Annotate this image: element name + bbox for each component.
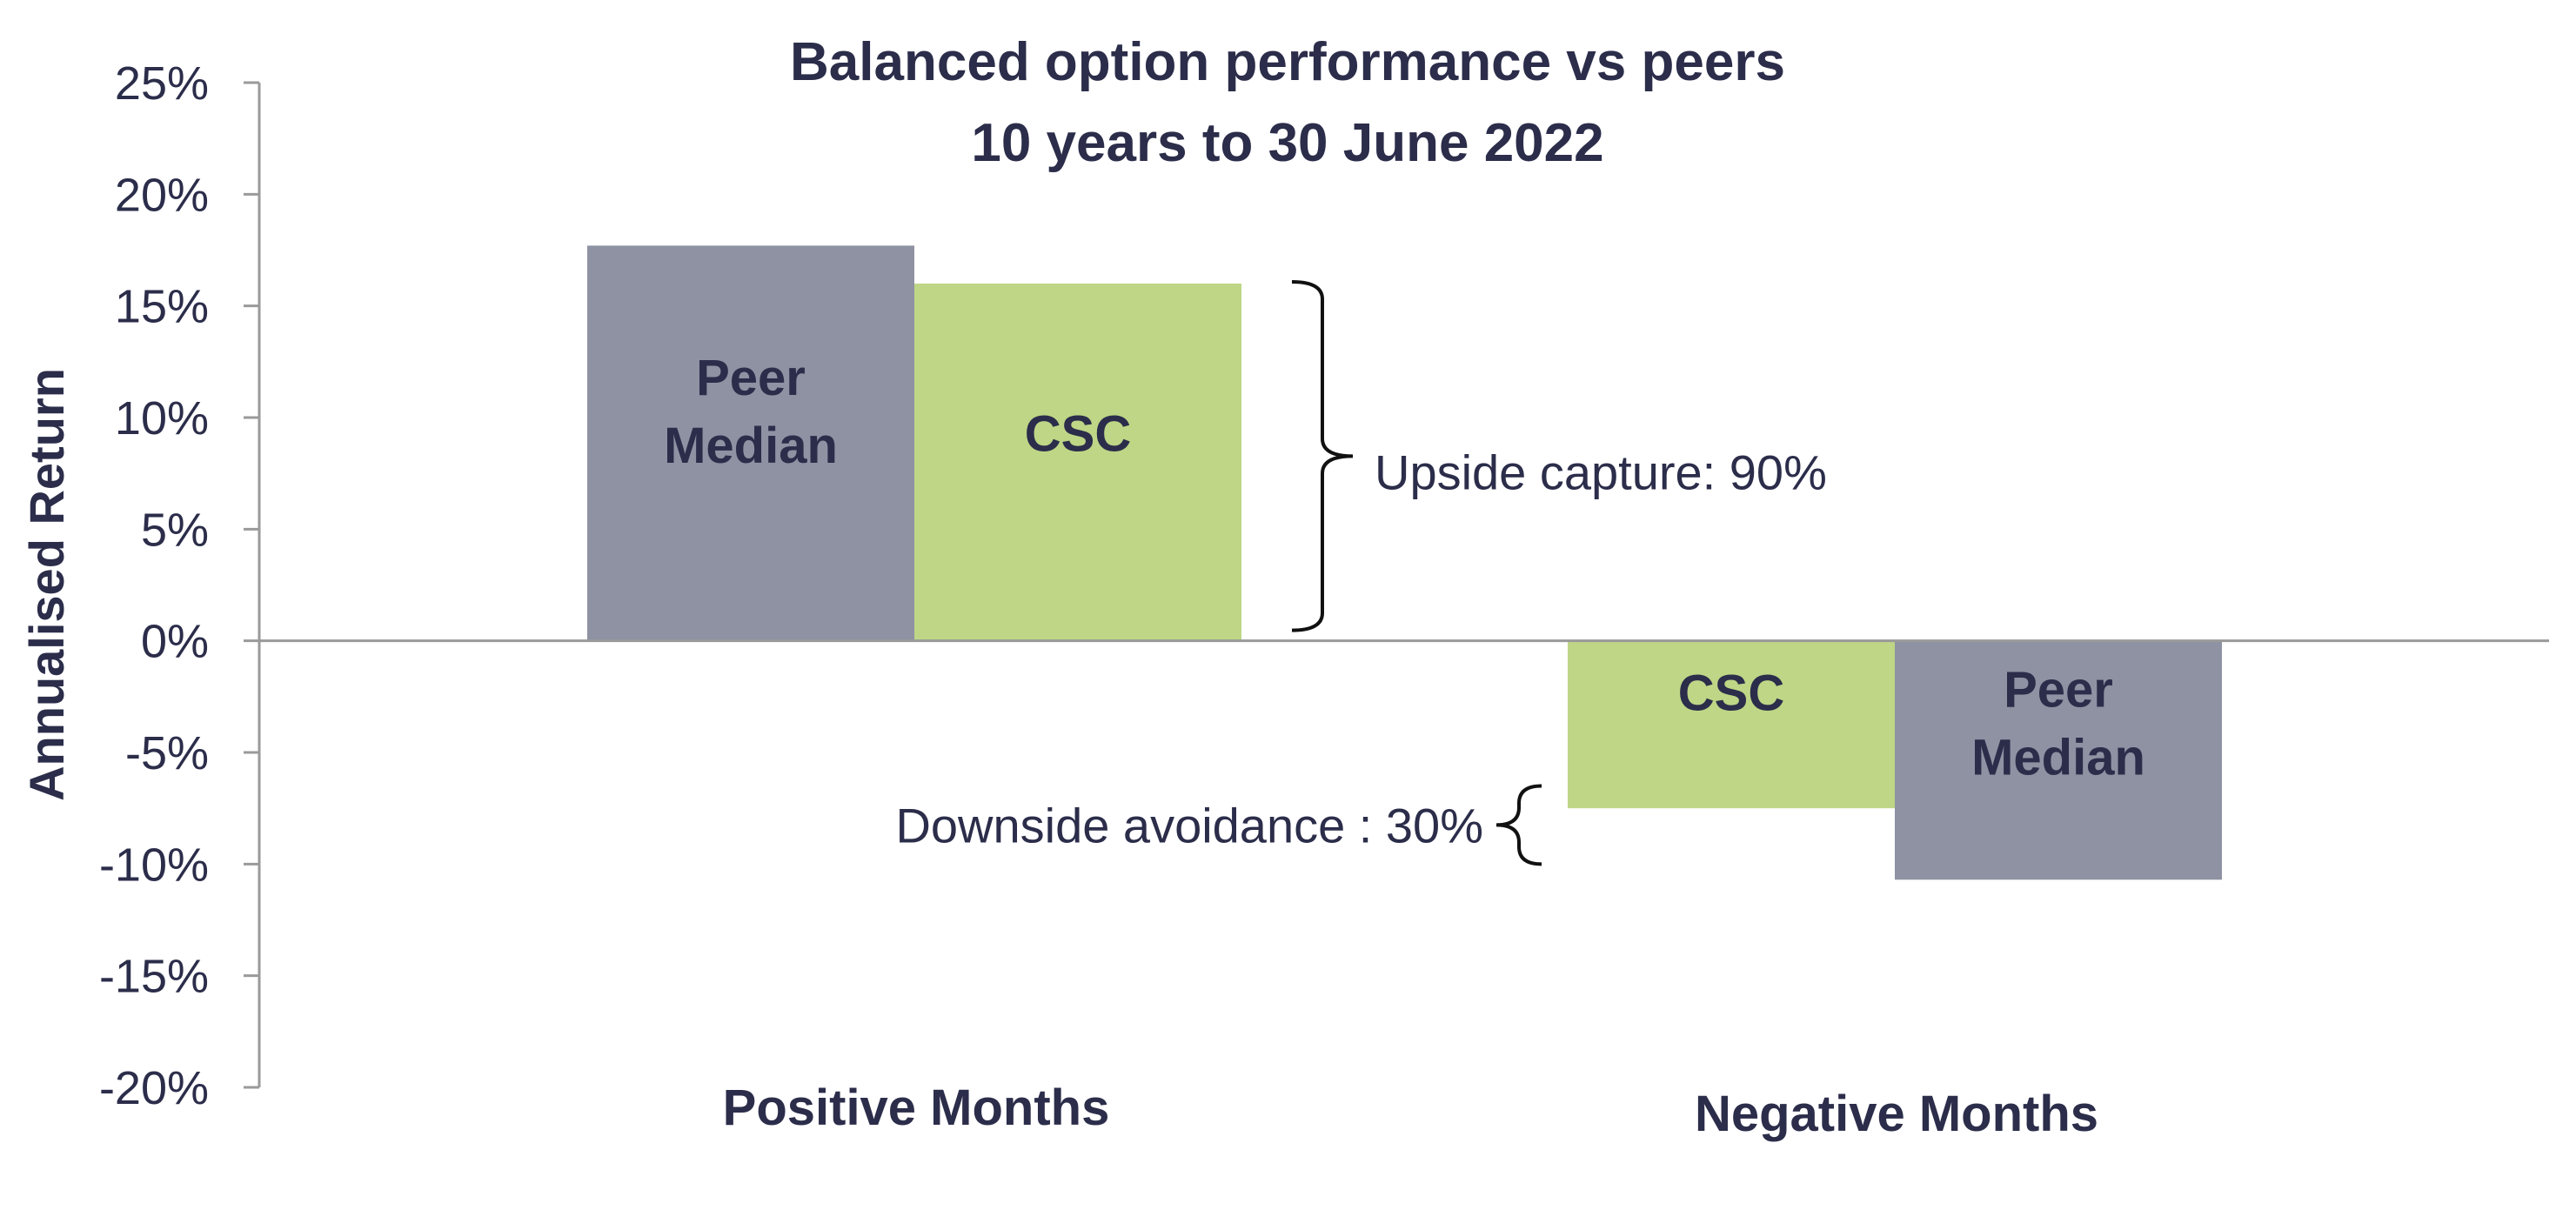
y-tick-label: -5% — [125, 727, 209, 779]
y-tick-label: 0% — [141, 616, 209, 668]
annotation-downside: Downside avoidance : 30% — [895, 798, 1483, 852]
bar-label: Median — [1971, 730, 2145, 786]
plot-area: 25% 20% 15% 10% 5% 0% -5% -10% -15% -20% Peer Media… — [99, 57, 2549, 1142]
bar-label: Peer — [2004, 662, 2113, 719]
y-tick-label: 10% — [115, 392, 209, 445]
y-tick-label: 25% — [115, 57, 209, 110]
bar-label: CSC — [1678, 665, 1784, 722]
bar-csc — [914, 284, 1241, 641]
bar-label: CSC — [1025, 405, 1131, 462]
y-tick-label: 20% — [115, 169, 209, 221]
category-label: Positive Months — [723, 1080, 1110, 1136]
y-tick-label: 15% — [115, 281, 209, 333]
y-tick-label: -20% — [99, 1062, 209, 1114]
upside-brace — [1291, 280, 1354, 632]
y-tick-label: 5% — [141, 504, 209, 556]
bar-label: Peer — [696, 350, 806, 406]
y-axis-label: Annualised Return — [19, 368, 74, 801]
bar-csc — [1568, 640, 1895, 809]
chart-title: Balanced option performance vs peers — [790, 32, 1785, 92]
chart-subtitle: 10 years to 30 June 2022 — [971, 113, 1603, 173]
downside-brace — [1495, 784, 1542, 866]
annotation-upside: Upside capture: 90% — [1375, 445, 1827, 499]
y-tick-label: -10% — [99, 839, 209, 891]
y-tick-label: -15% — [99, 951, 209, 1003]
bar-label: Median — [664, 418, 838, 474]
bar-peer-median — [587, 245, 914, 641]
bar-peer-median — [1895, 640, 2222, 880]
category-label: Negative Months — [1695, 1086, 2098, 1142]
